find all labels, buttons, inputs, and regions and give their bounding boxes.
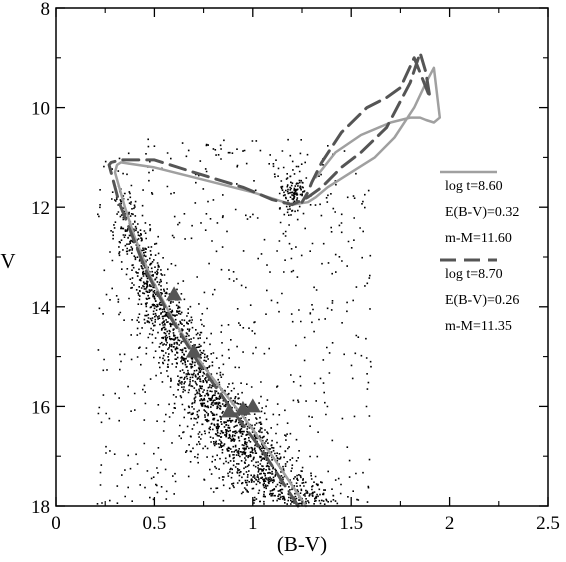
y-tick-label: 14 [31,298,51,319]
triangle-marker [185,343,202,358]
x-tick-label: 0 [51,513,61,534]
axis-ticks: 0 0.5 1 1.5 2 2.5 8 10 12 14 16 18 [31,0,560,534]
isochrones [107,51,442,508]
legend: log t=8.60 E(B-V)=0.32 m-M=11.60 log t=8.70… [440,170,519,334]
isochrone-1-line [113,66,442,508]
legend-label: E(B-V)=0.32 [445,205,519,220]
legend-label: m-M=11.60 [445,231,512,246]
legend-label: m-M=11.35 [445,319,512,334]
y-tick-label: 12 [31,198,50,219]
isochrone-2-line [107,51,432,508]
y-tick-label: 10 [31,99,50,120]
x-axis-title: (B-V) [277,532,327,556]
x-tick-label: 2 [445,513,455,534]
triangle-markers [166,286,261,418]
x-tick-label: 0.5 [143,513,167,534]
legend-label: log t=8.60 [445,179,503,194]
y-tick-label: 16 [31,397,50,418]
x-tick-label: 1 [248,513,258,534]
legend-label: log t=8.70 [445,267,503,282]
y-tick-label: 18 [31,497,50,518]
x-tick-label: 2.5 [536,513,560,534]
triangle-marker [166,286,183,301]
legend-label: E(B-V)=0.26 [445,293,519,308]
triangle-marker [244,398,261,413]
y-axis-title: V [0,249,15,273]
star-points [96,138,372,505]
plot-frame [55,7,549,507]
x-tick-label: 1.5 [339,513,363,534]
y-tick-label: 8 [41,0,51,20]
triangle-marker [221,403,238,418]
stars-scatter [96,138,372,505]
